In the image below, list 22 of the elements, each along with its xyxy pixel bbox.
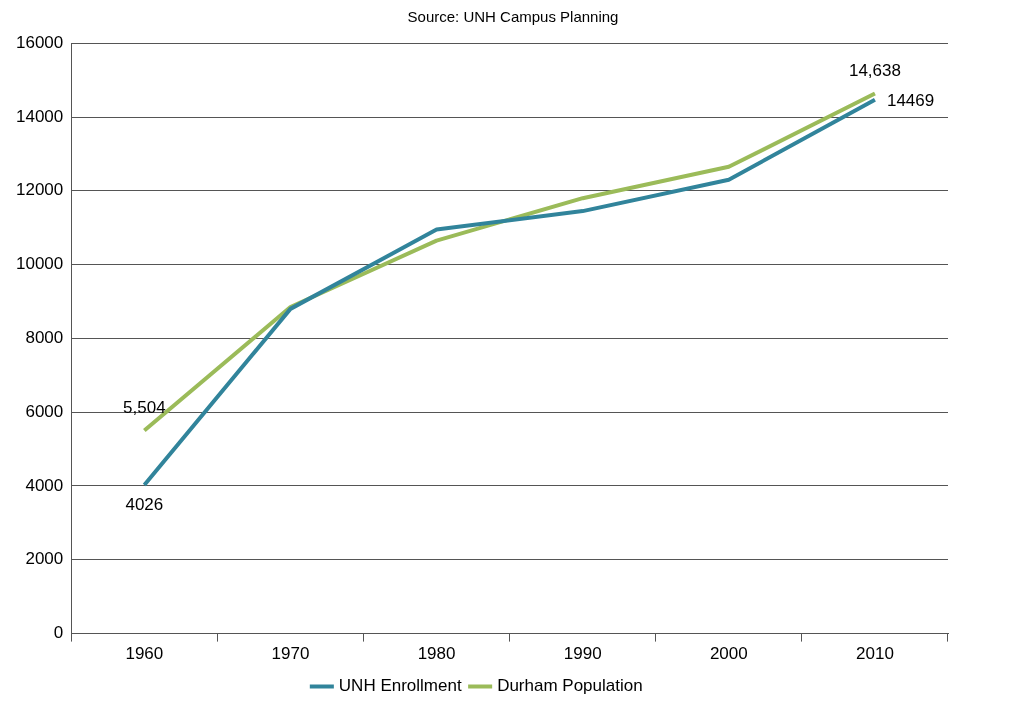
y-tick-label: 2000 <box>25 549 64 569</box>
data-label: 14,638 <box>848 60 901 80</box>
legend-label: UNH Enrollment <box>338 676 462 696</box>
y-tick-label: 10000 <box>15 254 64 274</box>
y-tick-label: 8000 <box>25 328 64 348</box>
data-label: 14469 <box>886 91 935 111</box>
x-tick-label: 1970 <box>271 644 310 664</box>
y-tick-label: 14000 <box>15 106 64 126</box>
y-tick-label: 4000 <box>25 475 64 495</box>
x-tick-label: 1960 <box>125 644 164 664</box>
x-tick-label: 1990 <box>563 644 602 664</box>
y-tick-label: 16000 <box>15 32 64 52</box>
x-tick-label: 1980 <box>417 644 456 664</box>
data-label: 5,504 <box>123 397 166 417</box>
data-label: 4026 <box>125 495 164 515</box>
y-tick-label: 0 <box>53 623 64 643</box>
legend-label: Durham Population <box>497 676 643 696</box>
x-tick-label: 2000 <box>709 644 748 664</box>
y-tick-label: 12000 <box>15 180 64 200</box>
y-tick-label: 6000 <box>25 401 64 421</box>
source-note: Source: UNH Campus Planning <box>406 8 620 25</box>
x-tick-label: 2010 <box>856 644 894 664</box>
